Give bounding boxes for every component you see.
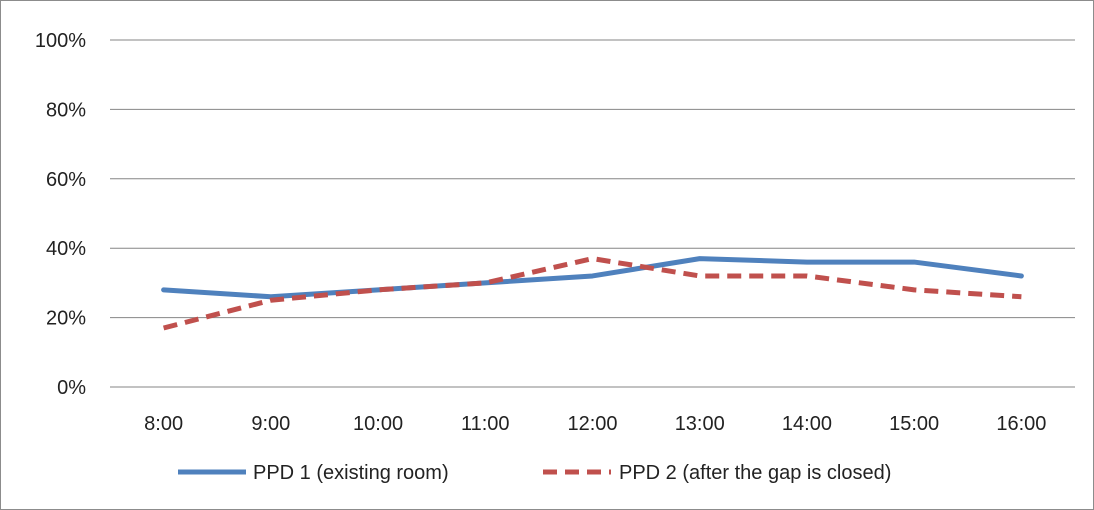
- x-tick-label: 8:00: [144, 413, 183, 435]
- y-axis-labels: 0% 20% 40% 60% 80% 100%: [35, 30, 86, 399]
- x-tick-label: 10:00: [353, 413, 403, 435]
- y-tick-label: 40%: [46, 238, 86, 260]
- y-tick-label: 80%: [46, 99, 86, 121]
- x-tick-label: 12:00: [567, 413, 617, 435]
- x-axis-labels: 8:00 9:00 10:00 11:00 12:00 13:00 14:00 15:00 16…: [144, 413, 1046, 435]
- series-lines: [161, 256, 1024, 331]
- x-tick-label: 9:00: [251, 413, 290, 435]
- legend-label-2: PPD 2 (after the gap is closed): [619, 462, 891, 484]
- gridlines: [110, 39, 1075, 388]
- y-tick-label: 0%: [57, 377, 86, 399]
- x-tick-label: 15:00: [889, 413, 939, 435]
- x-tick-label: 11:00: [461, 413, 510, 435]
- y-tick-label: 20%: [46, 308, 86, 330]
- x-tick-label: 16:00: [996, 413, 1046, 435]
- legend-label-1: PPD 1 (existing room): [253, 462, 449, 484]
- y-tick-label: 60%: [46, 169, 86, 191]
- x-tick-label: 13:00: [675, 413, 725, 435]
- x-tick-label: 14:00: [782, 413, 832, 435]
- y-tick-label: 100%: [35, 30, 86, 52]
- series-line-1: [161, 256, 1024, 300]
- legend: PPD 1 (existing room) PPD 2 (after the ga…: [178, 462, 891, 484]
